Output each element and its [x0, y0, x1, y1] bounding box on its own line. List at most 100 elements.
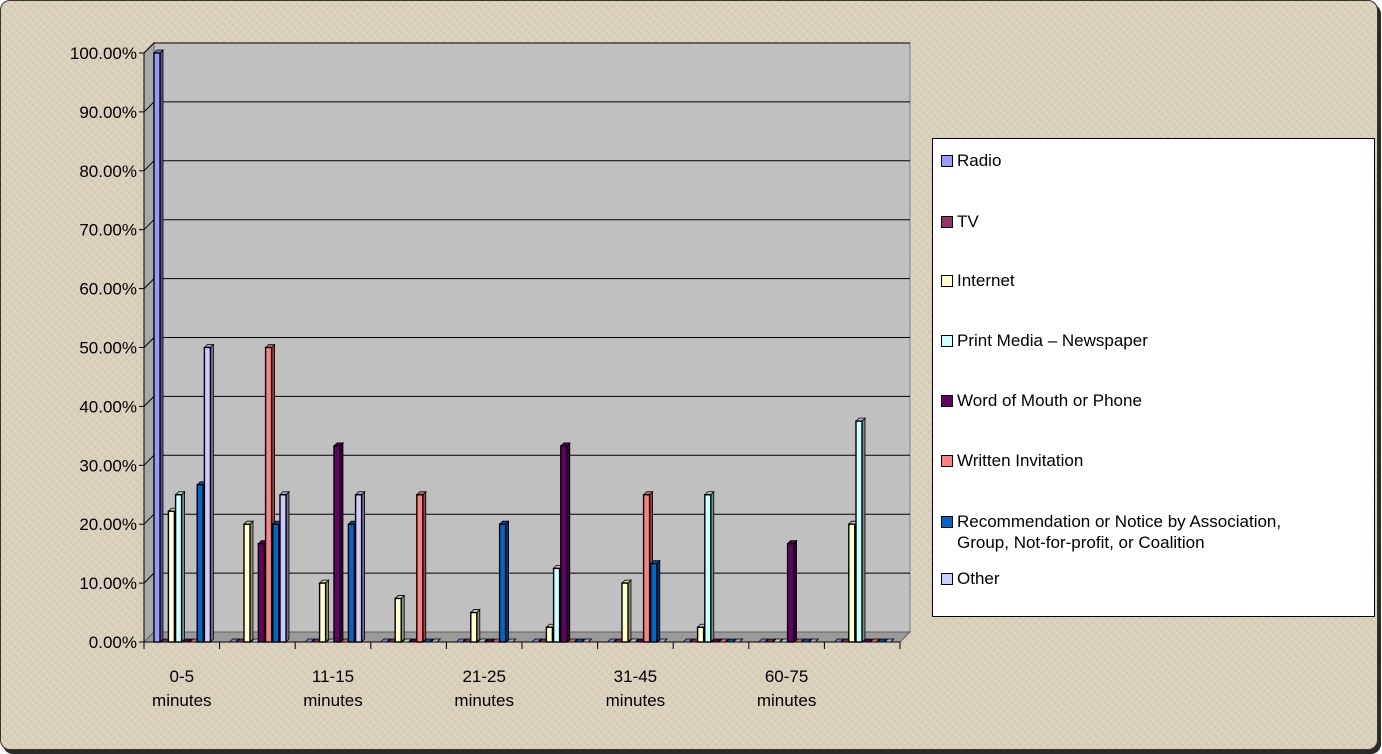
bar-front: [272, 523, 280, 643]
y-tick-label: 40.00%: [79, 397, 137, 416]
x-tick-label: minutes: [152, 691, 212, 710]
x-tick-label: minutes: [454, 691, 514, 710]
y-tick-label: 80.00%: [79, 162, 137, 181]
bar: [304, 638, 316, 643]
legend-swatch: [941, 516, 953, 528]
bar-front: [196, 484, 204, 643]
bar-front: [394, 597, 402, 643]
legend-label: Internet: [957, 271, 1015, 290]
x-tick-label: 31-45: [614, 667, 657, 686]
bar: [333, 441, 344, 643]
bar-top: [455, 638, 467, 643]
legend-swatch: [941, 335, 953, 347]
bar: [621, 579, 632, 643]
bar-top: [801, 638, 812, 643]
bar: [531, 638, 542, 643]
y-tick-label: 100.00%: [70, 44, 137, 63]
bar: [181, 638, 193, 643]
y-tick-label: 50.00%: [79, 339, 137, 358]
bar: [243, 520, 254, 643]
bar-front: [696, 626, 705, 643]
bar-top: [628, 638, 640, 643]
x-tick-label: 21-25: [462, 667, 505, 686]
x-tick-label: minutes: [303, 691, 363, 710]
y-tick-label: 60.00%: [79, 280, 137, 299]
bar: [649, 559, 661, 643]
bar-top: [793, 638, 805, 643]
bar-top: [181, 638, 193, 643]
bar: [793, 638, 805, 643]
bar-front: [786, 542, 795, 643]
bar: [318, 579, 330, 643]
bar: [415, 490, 427, 643]
bar-front: [153, 52, 161, 643]
bar-top: [531, 638, 542, 643]
bar: [711, 638, 722, 643]
bar: [505, 638, 517, 643]
legend-label: Recommendation or Notice by Association,…: [957, 512, 1282, 552]
bar-front: [264, 346, 273, 643]
bar: [559, 441, 571, 643]
bar: [455, 638, 467, 643]
bar-top: [862, 638, 874, 643]
bar-front: [257, 542, 266, 643]
bar-top: [228, 638, 240, 643]
y-tick-label: 10.00%: [79, 574, 137, 593]
bar-top: [725, 638, 737, 643]
bar: [394, 594, 406, 643]
bar: [228, 638, 240, 643]
bar-top: [883, 638, 895, 643]
bar: [379, 638, 391, 643]
bar: [772, 638, 784, 643]
bar: [757, 638, 769, 643]
bar: [279, 490, 290, 643]
bar-front: [704, 494, 712, 643]
bar-front: [416, 494, 424, 643]
bar: [567, 638, 578, 643]
legend-label: Written Invitation: [957, 451, 1084, 470]
bar: [876, 638, 888, 643]
bar-front: [174, 494, 183, 643]
legend-label: Word of Mouth or Phone: [957, 391, 1142, 410]
y-tick-label: 0.00%: [89, 633, 137, 652]
bar: [869, 638, 881, 643]
legend-label: Print Media – Newspaper: [957, 331, 1148, 350]
bar-front: [855, 420, 863, 643]
y-tick-label: 30.00%: [79, 456, 137, 475]
bar: [786, 539, 798, 643]
legend-label: Other: [957, 569, 1000, 588]
legend-item: Other: [941, 568, 1000, 589]
x-tick-label: minutes: [757, 691, 817, 710]
bar-top: [711, 638, 722, 643]
bar-top: [682, 638, 694, 643]
legend-item: Word of Mouth or Phone: [941, 390, 1142, 411]
bar-top: [876, 638, 888, 643]
bar-top: [567, 638, 578, 643]
legend-swatch: [941, 275, 953, 287]
legend-swatch: [941, 216, 953, 228]
bar: [628, 638, 640, 643]
legend-swatch: [941, 573, 953, 585]
bar-top: [304, 638, 316, 643]
bar: [725, 638, 737, 643]
bar: [657, 638, 668, 643]
x-tick-label: 0-5: [170, 667, 195, 686]
bar-front: [318, 582, 327, 643]
bar: [732, 638, 744, 643]
bar-top: [869, 638, 881, 643]
bar: [765, 638, 776, 643]
gridline: [143, 42, 910, 54]
bar: [682, 638, 694, 643]
bar-top: [757, 638, 769, 643]
y-tick-label: 20.00%: [79, 515, 137, 534]
bar-front: [621, 582, 629, 643]
bar-front: [279, 494, 287, 643]
bar: [801, 638, 812, 643]
bar: [574, 638, 586, 643]
bar: [862, 638, 874, 643]
bar-front: [354, 494, 363, 643]
bar: [703, 490, 715, 643]
legend-item: Print Media – Newspaper: [941, 330, 1148, 351]
legend-item: TV: [941, 211, 979, 232]
